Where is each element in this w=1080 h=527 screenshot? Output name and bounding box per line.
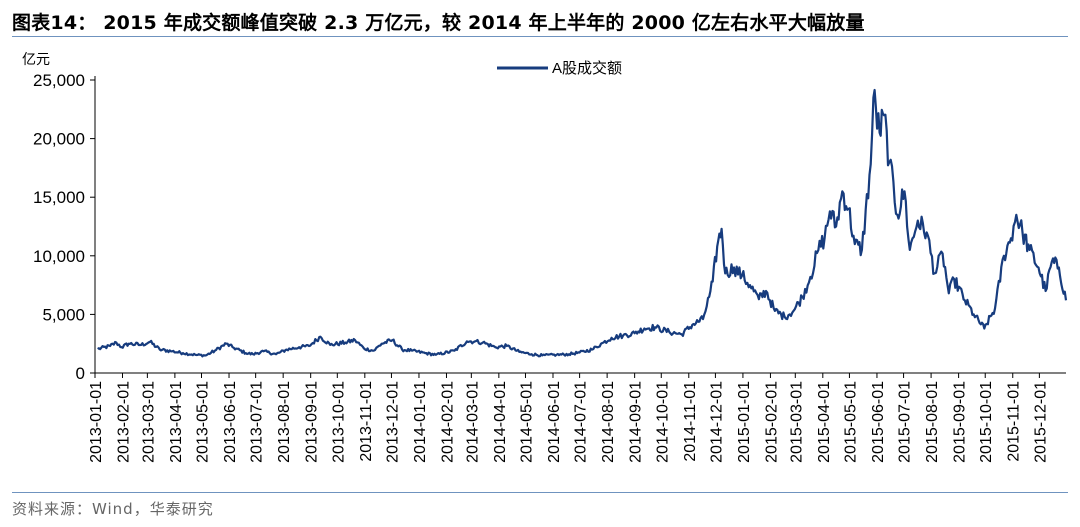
- x-tick-label: 2014-12-01: [708, 381, 725, 463]
- x-tick-label: 2015-11-01: [1006, 381, 1023, 462]
- x-tick-label: 2013-04-01: [168, 381, 185, 463]
- x-tick-label: 2013-10-01: [330, 381, 347, 463]
- x-tick-label: 2013-11-01: [358, 381, 375, 462]
- x-tick-label: 2015-09-01: [952, 381, 969, 463]
- legend-label: A股成交额: [552, 59, 622, 77]
- x-tick-label: 2014-09-01: [628, 381, 645, 463]
- x-tick-label: 2013-05-01: [195, 381, 212, 463]
- title-divider: [12, 36, 1068, 37]
- x-tick-label: 2013-07-01: [249, 381, 266, 463]
- x-tick-label: 2013-01-01: [88, 381, 105, 463]
- x-tick-label: 2015-04-01: [816, 381, 833, 463]
- x-tick-label: 2014-06-01: [546, 381, 563, 463]
- x-tick-label: 2015-08-01: [924, 381, 941, 463]
- y-tick-label: 25,000: [33, 71, 85, 90]
- legend: A股成交额: [497, 59, 622, 77]
- x-tick-label: 2015-05-01: [842, 381, 859, 463]
- source-note: 资料来源：Wind，华泰研究: [12, 500, 214, 518]
- y-axis: 0 5,000 10,000 15,000 20,000 25,000: [33, 71, 96, 383]
- x-tick-label: 2014-11-01: [682, 381, 699, 462]
- trading-volume-chart: 亿元 A股成交额 05,00010,00015,00020,00025,000 …: [22, 51, 1068, 463]
- x-tick-label: 2015-01-01: [736, 381, 753, 463]
- x-tick-label: 2015-10-01: [978, 381, 995, 463]
- x-tick-label: 2014-08-01: [600, 381, 617, 463]
- y-tick-label: 10,000: [33, 247, 85, 266]
- x-tick-label: 2013-06-01: [222, 381, 239, 463]
- x-tick-label: 2014-07-01: [573, 381, 590, 463]
- footer-divider: [12, 492, 1068, 493]
- x-tick-label: 2014-03-01: [464, 381, 481, 463]
- x-tick-label: 2014-02-01: [439, 381, 456, 463]
- y-axis-unit-label: 亿元: [22, 51, 50, 67]
- y-tick-label: 0: [76, 364, 85, 383]
- x-tick-label: 2015-06-01: [870, 381, 887, 463]
- x-tick-label: 2015-02-01: [763, 381, 780, 463]
- x-axis: 2013-01-01 2013-02-01 2013-03-01 2013-04-01…: [88, 372, 1066, 463]
- y-tick-label: 20,000: [33, 130, 85, 149]
- x-tick-label: 2013-09-01: [304, 381, 321, 463]
- series-line-a-share-volume: [97, 88, 1068, 358]
- y-tick-label: 15,000: [33, 188, 85, 207]
- x-tick-label: 2015-07-01: [897, 381, 914, 463]
- x-tick-label: 2014-10-01: [654, 381, 671, 463]
- x-tick-label: 2013-12-01: [384, 381, 401, 463]
- y-tick-label: 5,000: [42, 305, 85, 324]
- x-tick-label: 2014-05-01: [518, 381, 535, 463]
- x-tick-label: 2015-03-01: [788, 381, 805, 463]
- x-tick-label: 2014-01-01: [412, 381, 429, 463]
- x-tick-label: 2013-02-01: [116, 381, 133, 463]
- x-tick-label: 2013-08-01: [276, 381, 293, 463]
- x-tick-label: 2013-03-01: [140, 381, 157, 463]
- x-tick-label: 2015-12-01: [1032, 381, 1049, 463]
- chart-title: 图表14： 2015 年成交额峰值突破 2.3 万亿元，较 2014 年上半年的…: [12, 12, 865, 34]
- x-tick-label: 2014-04-01: [492, 381, 509, 463]
